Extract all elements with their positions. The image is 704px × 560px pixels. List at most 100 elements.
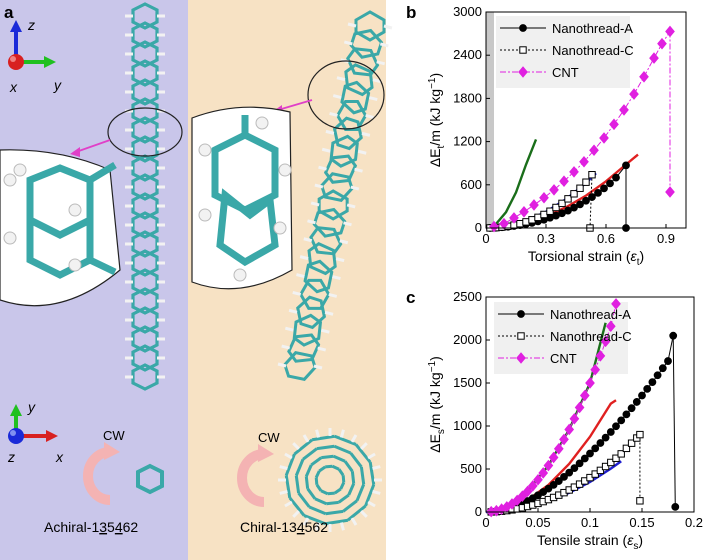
- data-point: [489, 220, 499, 233]
- data-point: [533, 473, 543, 486]
- x-axis-label: Tensile strain (εs): [537, 532, 643, 552]
- y-axis-label: ΔEt/m (kJ kg−1): [427, 73, 447, 167]
- data-point: [601, 462, 610, 471]
- svg-text:z: z: [27, 17, 35, 33]
- data-point: [588, 171, 596, 179]
- data-point: [554, 477, 563, 485]
- svg-text:x: x: [9, 79, 18, 95]
- x-tick-label: 0.1: [581, 515, 599, 530]
- y-tick-label: 1000: [453, 418, 482, 433]
- data-point: [622, 410, 631, 419]
- legend-marker: [519, 46, 527, 54]
- data-point: [596, 466, 605, 475]
- svg-text:z: z: [7, 449, 15, 465]
- x-tick-label: 0.15: [629, 515, 654, 530]
- achiral-zoom-callout: [0, 107, 183, 307]
- y-tick-label: 2000: [453, 332, 482, 347]
- data-point: [565, 468, 574, 477]
- data-point: [534, 213, 542, 222]
- data-point: [612, 422, 620, 431]
- data-point: [589, 144, 599, 157]
- data-point: [516, 219, 524, 228]
- data-point: [548, 451, 559, 464]
- data-point: [570, 190, 578, 198]
- data-point: [588, 193, 596, 201]
- data-point: [517, 490, 528, 502]
- data-point: [665, 186, 675, 198]
- data-point: [499, 217, 509, 230]
- chiral-caption: Chiral-134562: [240, 519, 328, 535]
- y-tick-label: 2500: [453, 289, 482, 304]
- data-point: [585, 377, 595, 389]
- panel-letter: b: [406, 3, 416, 22]
- data-point: [576, 200, 584, 209]
- data-point: [609, 118, 619, 131]
- legend-label: Nanothread-A: [552, 21, 633, 36]
- data-point: [606, 428, 615, 436]
- data-point: [558, 199, 566, 208]
- coordinate-axes-bottom: y z x: [7, 399, 64, 465]
- data-point: [664, 357, 672, 365]
- data-point: [601, 433, 610, 442]
- x-axis-label: Torsional strain (εt): [528, 248, 644, 268]
- panel-a-letter: a: [4, 3, 14, 22]
- data-point: [564, 195, 572, 203]
- legend-marker: [516, 352, 526, 364]
- series-drop: [589, 174, 593, 229]
- svg-text:y: y: [27, 399, 36, 415]
- legend-label: CNT: [550, 351, 577, 366]
- data-point: [639, 71, 649, 83]
- legend-marker: [517, 332, 525, 340]
- data-point: [543, 459, 554, 472]
- coordinate-axes-top: z y x: [8, 17, 62, 95]
- data-point: [657, 37, 667, 50]
- data-point: [599, 132, 609, 144]
- data-point: [519, 206, 529, 218]
- data-point: [611, 298, 621, 310]
- data-point: [665, 25, 675, 38]
- data-point: [622, 161, 630, 170]
- data-point: [569, 166, 579, 178]
- data-point: [564, 206, 572, 215]
- svg-text:CW: CW: [103, 428, 125, 443]
- achiral-caption: Achiral-135462: [44, 519, 138, 535]
- legend-marker: [518, 66, 528, 78]
- data-point: [546, 207, 554, 215]
- data-point: [570, 464, 579, 473]
- series-drop: [672, 335, 676, 507]
- data-point: [638, 391, 646, 400]
- data-point: [596, 439, 605, 447]
- y-tick-label: 500: [460, 461, 482, 476]
- legend-label: Nanothread-C: [552, 43, 634, 58]
- data-point: [590, 363, 601, 376]
- x-tick-label: 0: [482, 515, 489, 530]
- data-point: [579, 389, 590, 402]
- data-point: [586, 449, 594, 458]
- shaded-region: [486, 12, 494, 228]
- data-point: [559, 433, 569, 446]
- data-point: [612, 173, 620, 182]
- data-point: [528, 216, 536, 224]
- data-point: [544, 484, 553, 493]
- data-point: [636, 497, 644, 505]
- x-tick-label: 0.2: [685, 515, 703, 530]
- data-point: [627, 439, 636, 447]
- x-tick-label: 0.05: [525, 515, 550, 530]
- y-tick-label: 600: [460, 177, 482, 192]
- data-point: [643, 384, 652, 393]
- data-point: [522, 218, 530, 226]
- chiral-nanothread: [277, 10, 393, 381]
- data-point: [576, 184, 584, 192]
- data-point: [529, 199, 539, 211]
- y-tick-label: 1500: [453, 375, 482, 390]
- data-point: [509, 212, 519, 224]
- data-point: [617, 416, 626, 425]
- x-tick-label: 0.9: [657, 231, 675, 246]
- data-point: [606, 179, 614, 188]
- data-point: [549, 481, 558, 489]
- data-point: [629, 88, 639, 100]
- data-point: [622, 444, 631, 453]
- data-point: [522, 485, 533, 498]
- x-tick-label: 0.3: [537, 231, 555, 246]
- data-point: [658, 364, 667, 373]
